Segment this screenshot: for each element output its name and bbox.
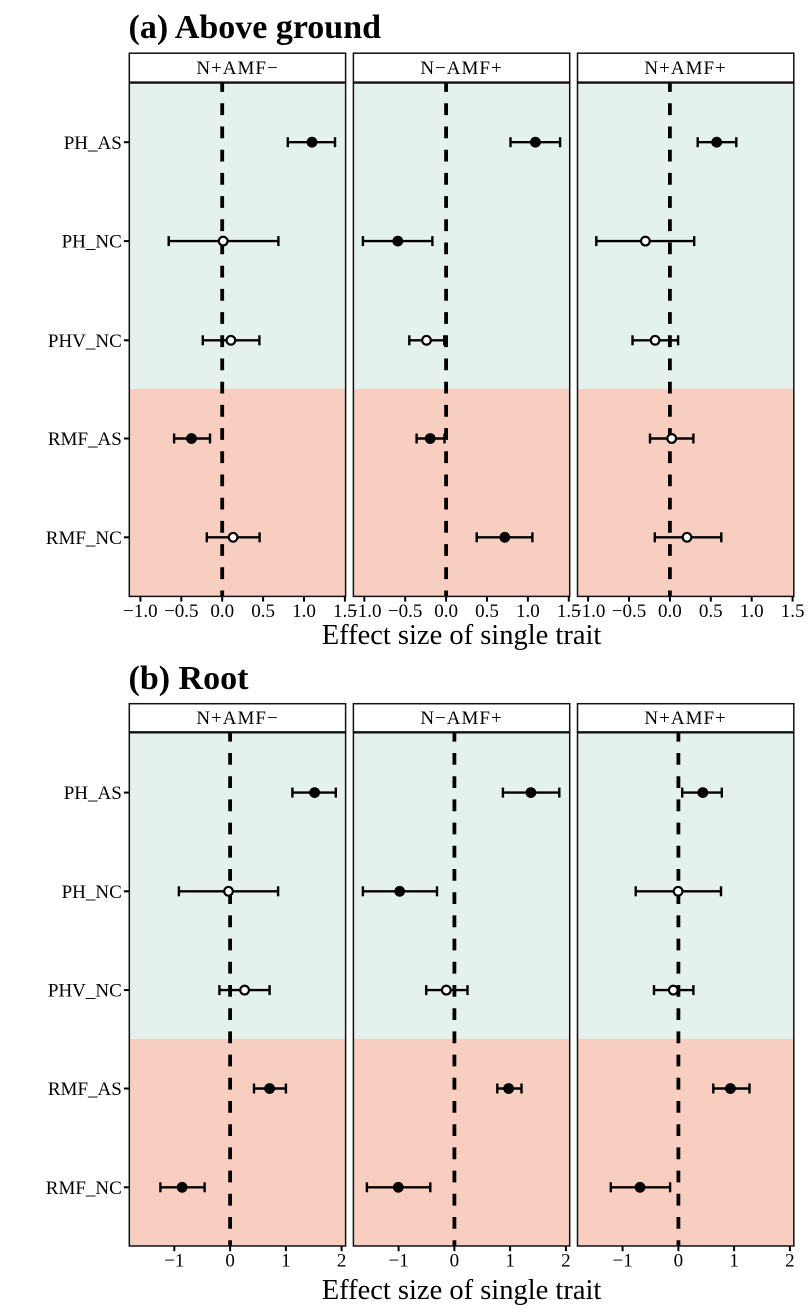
svg-text:−0.5: −0.5 [164, 601, 198, 622]
svg-text:0.0: 0.0 [658, 601, 682, 622]
svg-text:−0.5: −0.5 [612, 601, 646, 622]
svg-text:PH_NC: PH_NC [62, 232, 122, 253]
svg-text:PH_NC: PH_NC [62, 882, 122, 903]
svg-text:−1: −1 [164, 1251, 184, 1272]
svg-text:Effect size of single trait: Effect size of single trait [322, 1275, 602, 1306]
svg-text:0.5: 0.5 [251, 601, 275, 622]
svg-text:0.5: 0.5 [475, 601, 499, 622]
svg-text:N+AMF+: N+AMF+ [644, 708, 726, 729]
svg-text:0: 0 [225, 1251, 235, 1272]
svg-text:2: 2 [785, 1251, 795, 1272]
svg-text:2: 2 [561, 1251, 571, 1272]
svg-text:N+AMF−: N+AMF− [196, 708, 278, 729]
svg-text:(b) Root: (b) Root [129, 660, 250, 697]
svg-text:Effect size of single trait: Effect size of single trait [322, 620, 602, 651]
svg-text:−0.5: −0.5 [388, 601, 422, 622]
svg-text:PH_AS: PH_AS [64, 783, 122, 804]
svg-text:2: 2 [337, 1251, 347, 1272]
svg-text:0: 0 [674, 1251, 684, 1272]
svg-text:1.0: 1.0 [740, 601, 764, 622]
svg-text:1: 1 [729, 1251, 739, 1272]
svg-text:1.5: 1.5 [557, 601, 581, 622]
svg-text:0.0: 0.0 [210, 601, 234, 622]
svg-text:−1.0: −1.0 [571, 601, 605, 622]
svg-text:PHV_NC: PHV_NC [48, 331, 122, 352]
svg-text:(a) Above ground: (a) Above ground [129, 9, 382, 46]
svg-text:−1: −1 [388, 1251, 408, 1272]
svg-text:1: 1 [505, 1251, 515, 1272]
svg-text:RMF_AS: RMF_AS [48, 1079, 122, 1100]
svg-text:RMF_NC: RMF_NC [46, 528, 122, 549]
svg-text:0.5: 0.5 [699, 601, 723, 622]
svg-text:1.0: 1.0 [516, 601, 540, 622]
svg-text:−1: −1 [612, 1251, 632, 1272]
svg-text:1.0: 1.0 [292, 601, 316, 622]
svg-text:N+AMF−: N+AMF− [196, 58, 278, 79]
svg-text:−1.0: −1.0 [347, 601, 381, 622]
svg-text:RMF_NC: RMF_NC [46, 1178, 122, 1199]
svg-text:−1.0: −1.0 [123, 601, 157, 622]
svg-text:0.0: 0.0 [434, 601, 458, 622]
svg-text:1.5: 1.5 [781, 601, 805, 622]
svg-text:PH_AS: PH_AS [64, 133, 122, 154]
svg-text:1: 1 [281, 1251, 291, 1272]
svg-text:1.5: 1.5 [333, 601, 357, 622]
svg-text:N+AMF+: N+AMF+ [644, 58, 726, 79]
svg-text:RMF_AS: RMF_AS [48, 429, 122, 450]
svg-text:PHV_NC: PHV_NC [48, 981, 122, 1002]
svg-text:0: 0 [450, 1251, 460, 1272]
svg-text:N−AMF+: N−AMF+ [420, 58, 502, 79]
svg-text:N−AMF+: N−AMF+ [420, 708, 502, 729]
